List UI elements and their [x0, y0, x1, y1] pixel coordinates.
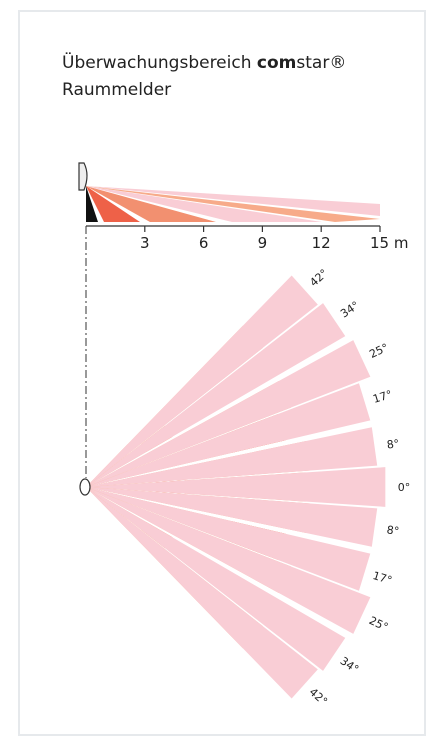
tick-label: 9 — [258, 234, 268, 252]
tick-label: 15 m — [370, 234, 408, 252]
angle-label: 42° — [307, 267, 330, 290]
beam — [86, 303, 346, 487]
angle-label: 42° — [307, 685, 330, 708]
side-beam — [86, 186, 98, 222]
beam — [86, 340, 371, 487]
title-line: Überwachungsbereich comstar® — [62, 50, 346, 77]
title-text: Überwachungsbereich — [62, 53, 252, 73]
side-beam — [86, 186, 140, 222]
angle-label: 25° — [367, 614, 390, 634]
angle-label: 0° — [398, 481, 411, 494]
beam — [86, 467, 386, 507]
beam — [86, 487, 346, 671]
brand-bold: com — [256, 53, 297, 73]
beam — [86, 427, 378, 487]
tick-label: 6 — [199, 234, 209, 252]
angle-label: 17° — [371, 569, 393, 587]
beam — [86, 487, 378, 547]
beam — [86, 275, 318, 487]
frame — [18, 10, 426, 736]
detector-top — [79, 478, 91, 496]
angle-label: 25° — [367, 341, 390, 361]
side-beam — [86, 186, 216, 222]
tick-label: 12 — [312, 234, 331, 252]
angle-label: 17° — [371, 388, 393, 406]
beam — [86, 487, 371, 591]
title: Überwachungsbereich comstar® Raummelder — [62, 50, 346, 104]
side-beam — [86, 186, 380, 222]
side-beam — [86, 186, 380, 216]
angle-label: 8° — [386, 437, 400, 452]
beam — [86, 383, 371, 487]
beam — [86, 487, 371, 634]
side-beam — [86, 186, 322, 222]
angle-label: 34° — [338, 299, 361, 321]
angle-label: 8° — [386, 523, 400, 538]
tick-label: 3 — [140, 234, 150, 252]
title-line-2: Raummelder — [62, 80, 172, 100]
angle-label: 34° — [338, 654, 361, 676]
detector-side — [78, 162, 88, 191]
brand-rest: star® — [296, 53, 347, 73]
beam — [86, 487, 318, 699]
